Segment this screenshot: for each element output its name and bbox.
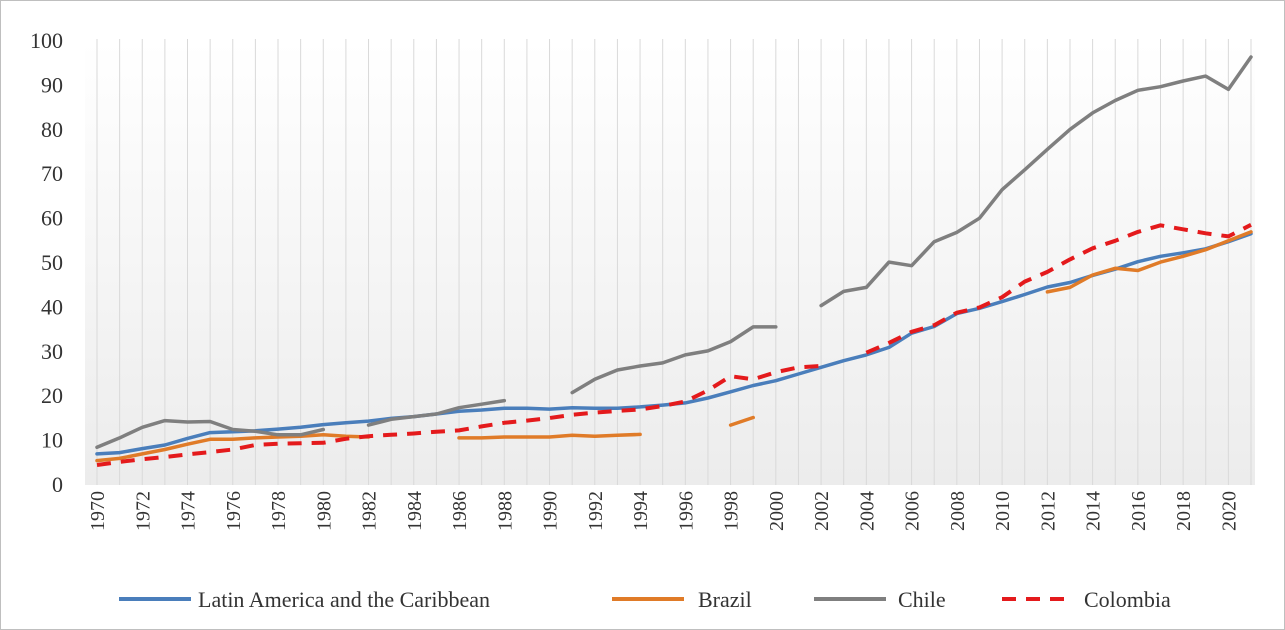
y-tick-label: 80: [41, 117, 63, 142]
legend-label-latin-america-and-the-caribbean: Latin America and the Caribbean: [198, 587, 490, 612]
x-tick-label: 2020: [1218, 491, 1240, 531]
series-line-brazil: [1045, 230, 1253, 294]
legend-label-brazil: Brazil: [698, 587, 752, 612]
x-tick-label: 1990: [540, 491, 562, 531]
y-tick-label: 0: [52, 472, 63, 497]
x-tick-label: 1992: [585, 491, 607, 531]
x-tick-label: 1986: [449, 491, 471, 531]
x-tick-label: 1974: [178, 491, 200, 531]
legend: Latin America and the Caribbean Brazil Chi…: [119, 587, 1171, 612]
legend-label-chile: Chile: [898, 587, 946, 612]
series-line-chile: [570, 325, 778, 395]
series-line-chile: [819, 55, 1253, 308]
x-tick-label: 2016: [1128, 491, 1150, 531]
vertical-gridlines: [96, 39, 1252, 485]
series-line-brazil: [728, 415, 755, 427]
y-tick-label: 50: [41, 250, 63, 275]
x-tick-label: 1970: [87, 491, 109, 531]
x-tick-label: 1980: [313, 491, 335, 531]
x-tick-label: 1984: [404, 491, 426, 531]
x-tick-label: 2004: [856, 491, 878, 531]
x-tick-label: 1996: [675, 491, 697, 531]
series-lines: [95, 55, 1253, 467]
x-tick-label: 2010: [992, 491, 1014, 531]
x-tick-label: 2012: [1037, 491, 1059, 531]
x-tick-label: 2000: [766, 491, 788, 531]
series-line-chile: [95, 418, 326, 450]
y-axis: 0 10 20 30 40 50 60 70 80 90 100: [30, 28, 63, 497]
y-tick-label: 60: [41, 206, 63, 231]
y-tick-label: 100: [30, 28, 63, 53]
y-tick-label: 70: [41, 161, 63, 186]
y-tick-label: 30: [41, 339, 63, 364]
x-tick-label: 2018: [1173, 491, 1195, 531]
x-tick-label: 2006: [902, 491, 924, 531]
y-tick-label: 20: [41, 383, 63, 408]
x-tick-label: 2008: [947, 491, 969, 531]
x-tick-label: 1982: [359, 491, 381, 531]
y-tick-label: 10: [41, 428, 63, 453]
x-tick-label: 1976: [223, 491, 245, 531]
series-line-colombia: [96, 364, 822, 467]
x-tick-label: 1978: [268, 491, 290, 531]
x-tick-label: 1988: [494, 491, 516, 531]
x-axis: 1970 1972 1974 1976 1978 1980 1982 1984 1986 1988…: [87, 491, 1240, 531]
y-tick-label: 40: [41, 294, 63, 319]
x-tick-label: 1994: [630, 491, 652, 531]
x-tick-label: 2002: [811, 491, 833, 531]
x-tick-label: 1998: [721, 491, 743, 531]
series-line-brazil: [457, 432, 642, 440]
x-tick-label: 2014: [1083, 491, 1105, 531]
y-tick-label: 90: [41, 72, 63, 97]
series-line-brazil: [95, 433, 371, 463]
legend-label-colombia: Colombia: [1084, 587, 1171, 612]
series-line-chile: [366, 398, 507, 427]
x-tick-label: 1972: [132, 491, 154, 531]
series-line-colombia: [865, 223, 1252, 355]
plot-area: [85, 41, 1255, 485]
